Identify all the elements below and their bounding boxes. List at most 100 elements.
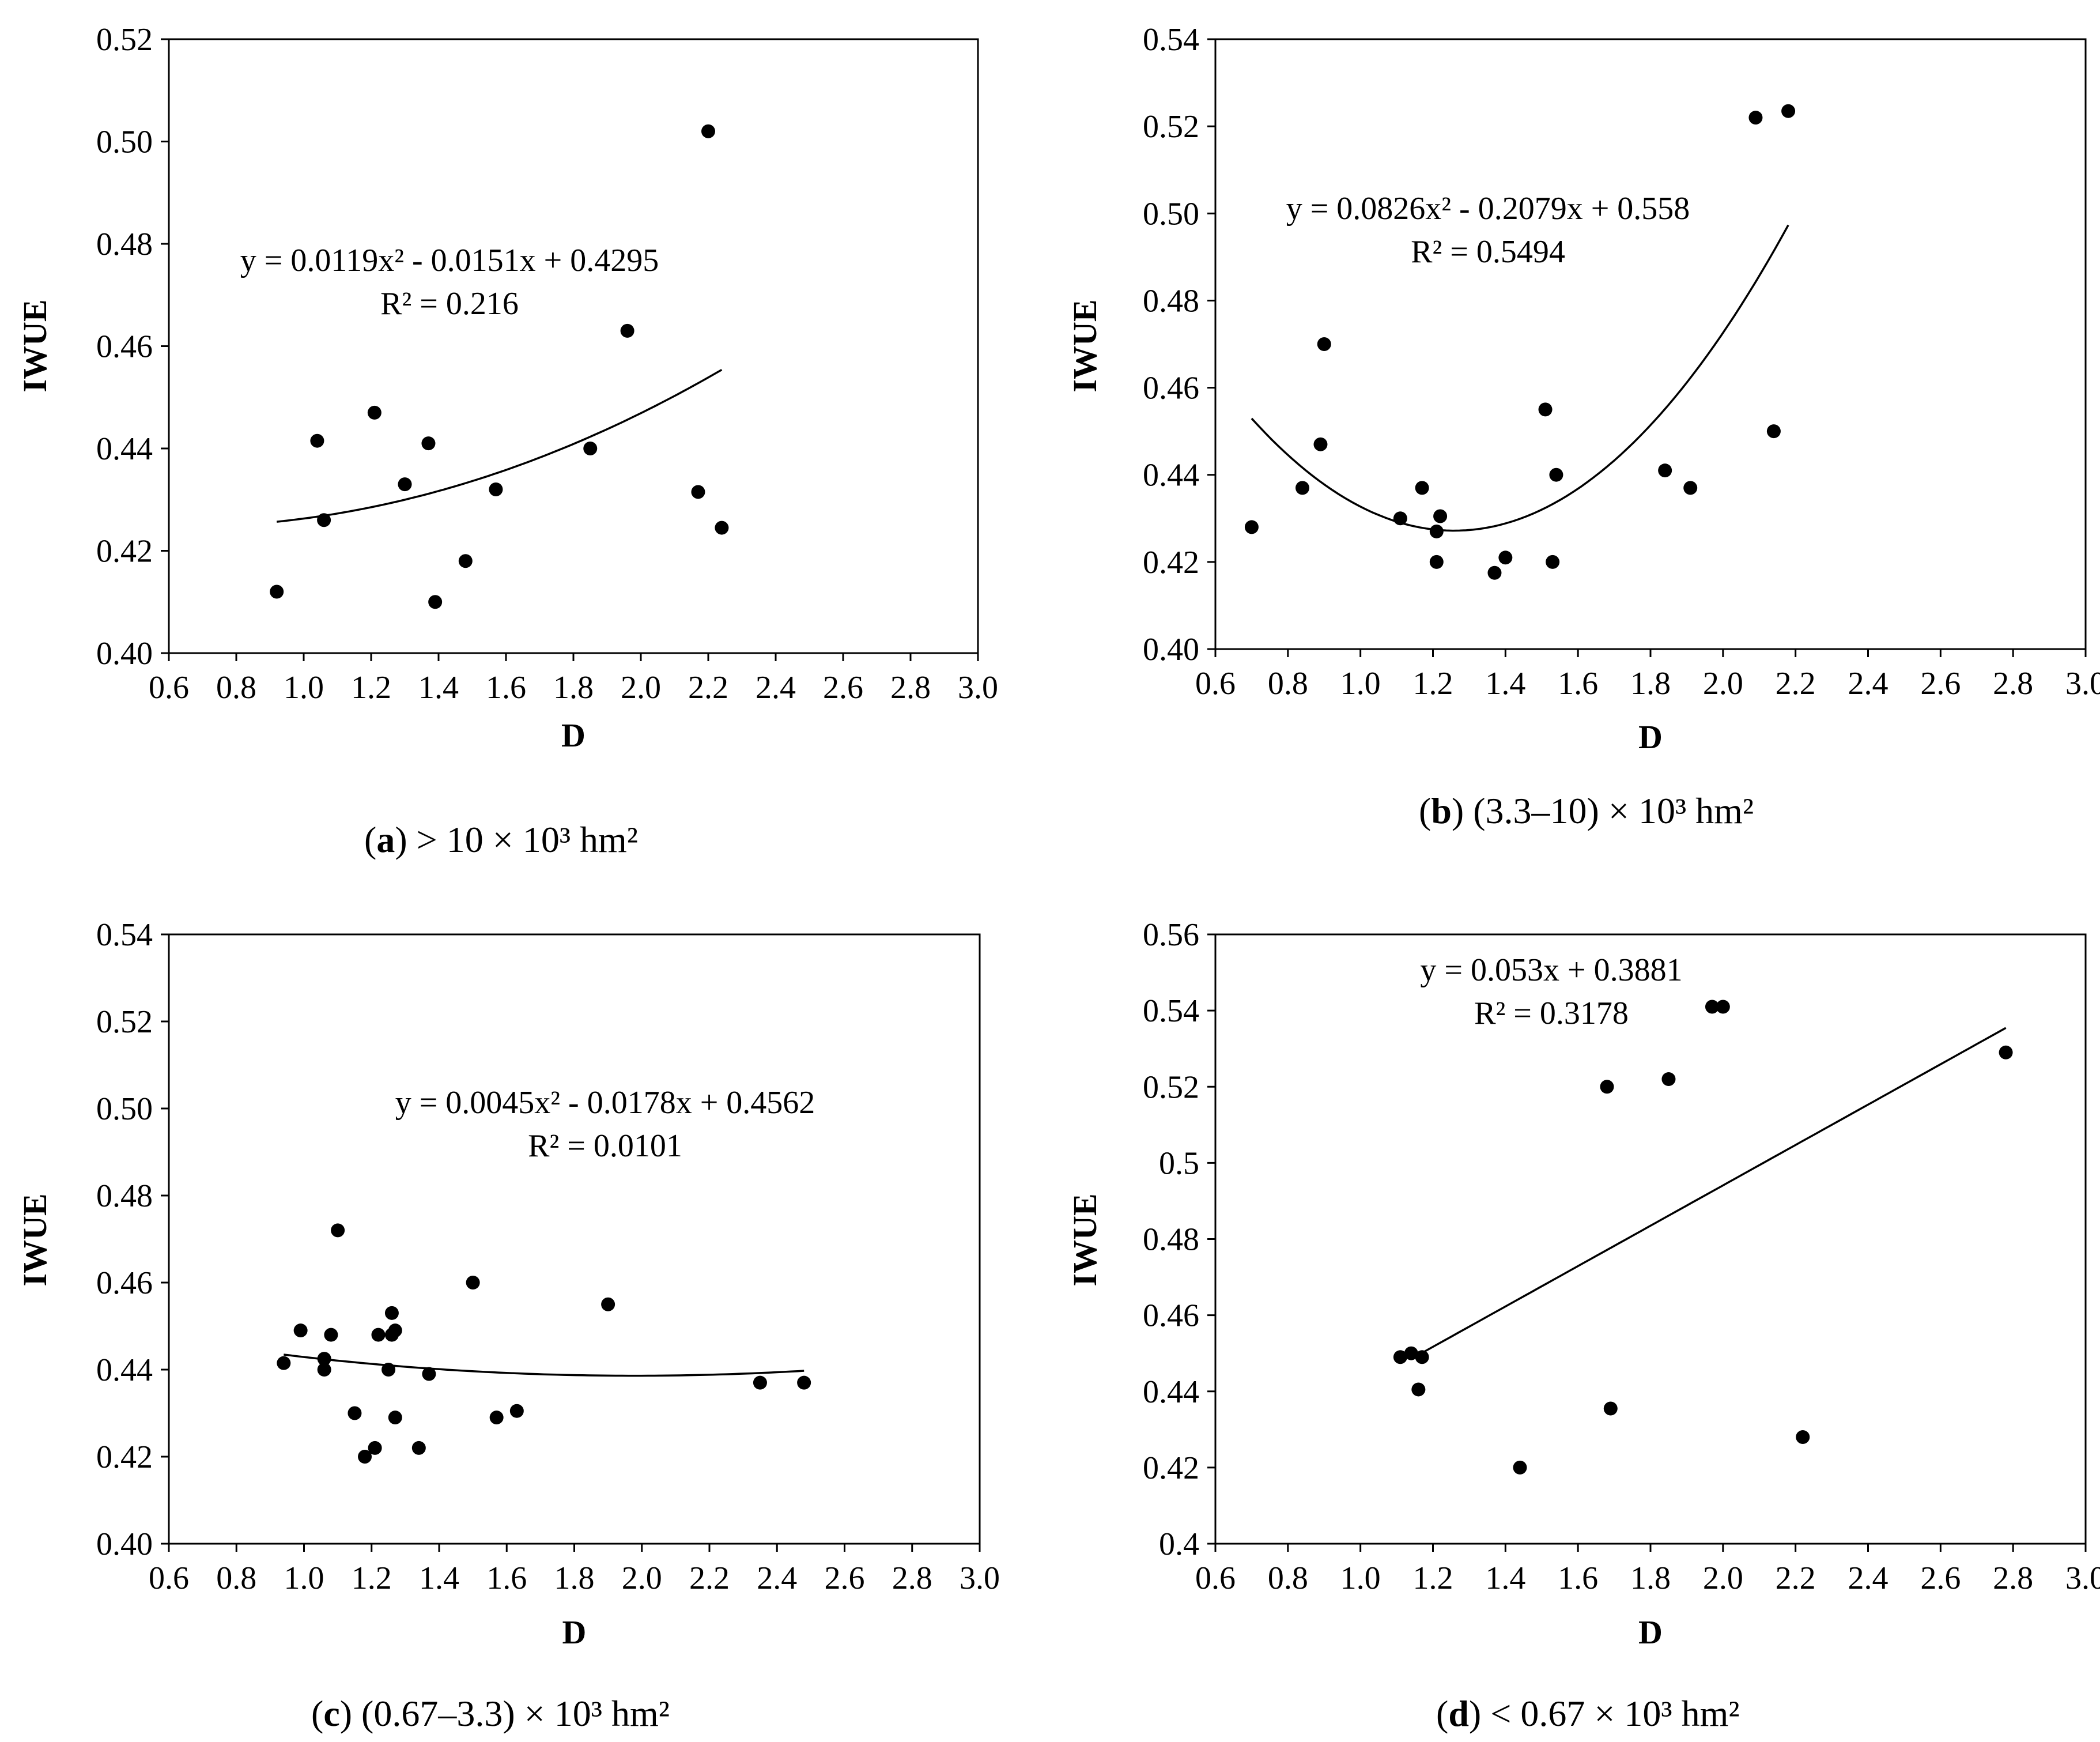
chart-a-xtick-label: 1.4 <box>418 670 459 706</box>
chart-a-xtick-label: 2.2 <box>688 670 728 706</box>
chart-b-xtick-label: 2.8 <box>1993 666 2033 702</box>
chart-c-xtick-label: 1.2 <box>352 1560 392 1596</box>
chart-b-point <box>1546 555 1560 569</box>
chart-d-plot: 0.6 0.8 1.0 1.2 1.4 1.6 1.8 2.0 2.2 2.4 2.6 2.8 3.0 0… <box>1066 917 2100 1651</box>
chart-c-point <box>331 1223 345 1238</box>
chart-a-point <box>489 482 503 496</box>
chart-b-xtick-label: 1.0 <box>1340 666 1381 702</box>
chart-b-xlabel: D <box>1638 718 1663 756</box>
chart-b-point <box>1766 424 1781 439</box>
chart-d-caption-letter: d <box>1448 1693 1469 1734</box>
chart-a-point <box>583 442 598 455</box>
chart-a-xtick-label: 2.0 <box>621 670 661 706</box>
chart-d-trendline <box>1421 1027 2007 1354</box>
chart-c-xtick-label: 3.0 <box>960 1560 1000 1596</box>
chart-a-xtick-label: 2.6 <box>823 670 863 706</box>
chart-a-ytick-label: 0.44 <box>96 431 153 467</box>
chart-d-xtick-label: 3.0 <box>2065 1560 2100 1596</box>
chart-a-ytick-label: 0.52 <box>96 22 153 58</box>
chart-d-equation: y = 0.053x + 0.3881 <box>1420 952 1682 988</box>
chart-d-xtick-label: 1.8 <box>1630 1560 1671 1596</box>
chart-c-caption-letter: c <box>323 1693 340 1734</box>
chart-c-ytick-label: 0.46 <box>96 1265 153 1301</box>
chart-c-ytick-label: 0.44 <box>96 1352 153 1388</box>
chart-c-ylabel: IWUE <box>16 1193 54 1286</box>
chart-b-xtick-label: 3.0 <box>2065 666 2100 702</box>
chart-c-xtick-label: 1.8 <box>554 1560 595 1596</box>
chart-c-point <box>317 1363 331 1377</box>
chart-b-point <box>1429 555 1444 569</box>
chart-b-point <box>1683 481 1698 495</box>
chart-b-ytick-label: 0.46 <box>1143 371 1199 406</box>
chart-c-point <box>324 1328 338 1342</box>
chart-a-point <box>421 436 436 451</box>
chart-c-ytick-label: 0.50 <box>96 1091 153 1127</box>
chart-c-point <box>382 1363 396 1377</box>
chart-a-point <box>458 554 473 568</box>
chart-c-xtick-label: 2.8 <box>892 1560 932 1596</box>
chart-c-point <box>317 1352 331 1366</box>
chart-c-point <box>466 1276 480 1289</box>
chart-panel-d: 0.6 0.8 1.0 1.2 1.4 1.6 1.8 2.0 2.2 2.4 2.6 2.8 3.0 0… <box>1050 871 2100 1742</box>
chart-b-caption-letter: b <box>1431 790 1452 831</box>
chart-b-ytick-label: 0.52 <box>1143 109 1199 145</box>
chart-c-point <box>797 1375 811 1390</box>
chart-b-xtick-label: 2.6 <box>1920 666 1961 702</box>
chart-a-xtick-label: 0.8 <box>216 670 256 706</box>
chart-b-point <box>1393 511 1407 526</box>
chart-c-caption-text: (0.67–3.3) × 10³ hm² <box>352 1693 670 1734</box>
chart-b-point <box>1658 463 1672 478</box>
chart-d-r2: R² = 0.3178 <box>1474 996 1629 1031</box>
chart-d-point <box>1999 1045 2013 1059</box>
chart-c-point <box>368 1441 382 1455</box>
chart-c-xtick-label: 1.4 <box>419 1560 459 1596</box>
chart-a-point <box>701 124 715 138</box>
chart-a-point <box>715 521 729 535</box>
chart-d-point <box>1411 1382 1426 1397</box>
chart-a-ytick-label: 0.40 <box>96 636 153 672</box>
chart-a-ytick-label: 0.46 <box>96 329 153 365</box>
chart-a-ytick-label: 0.48 <box>96 227 153 262</box>
chart-b-caption-text: (3.3–10) × 10³ hm² <box>1464 790 1754 831</box>
chart-d-ytick-label: 0.5 <box>1159 1145 1199 1181</box>
chart-d-xtick-label: 2.0 <box>1703 1560 1743 1596</box>
chart-b-point <box>1415 481 1429 495</box>
chart-c-point <box>388 1411 402 1425</box>
chart-b-xtick-label: 1.2 <box>1413 666 1453 702</box>
chart-a-point <box>270 585 284 599</box>
chart-c-point <box>384 1306 399 1320</box>
chart-a-frame <box>168 38 979 654</box>
chart-panel-a: 0.6 0.8 1.0 1.2 1.4 1.6 1.8 2.0 2.2 2.4 2.6 2.8 3.0 0… <box>0 0 1050 871</box>
chart-d-point <box>1705 1000 1719 1014</box>
chart-a-xtick-label: 0.6 <box>149 670 189 706</box>
chart-a-point <box>691 485 705 499</box>
chart-d-caption-text: < 0.67 × 10³ hm² <box>1481 1693 1740 1734</box>
chart-a-plot: 0.6 0.8 1.0 1.2 1.4 1.6 1.8 2.0 2.2 2.4 2.6 2.8 3.0 0… <box>16 22 998 754</box>
chart-b-point <box>1429 524 1444 538</box>
chart-d-point <box>1716 1000 1730 1014</box>
chart-c-point <box>601 1297 615 1311</box>
chart-a-xtick-label: 2.8 <box>890 670 931 706</box>
chart-d-ytick-label: 0.4 <box>1159 1526 1199 1562</box>
chart-c-plot: 0.6 0.8 1.0 1.2 1.4 1.6 1.8 2.0 2.2 2.4 2.6 2.8 3.0 0… <box>16 917 1000 1651</box>
chart-c-r2: R² = 0.0101 <box>528 1128 682 1164</box>
chart-c-point <box>388 1324 402 1338</box>
chart-b-point <box>1317 337 1331 351</box>
chart-c-point <box>422 1367 436 1381</box>
chart-b-point <box>1748 111 1763 125</box>
chart-b-plot: 0.6 0.8 1.0 1.2 1.4 1.6 1.8 2.0 2.2 2.4 2.6 2.8 3.0 0… <box>1066 22 2100 756</box>
chart-c-point <box>489 1411 504 1425</box>
chart-b-xtick-label: 2.4 <box>1848 666 1889 702</box>
chart-b-xtick-label: 2.2 <box>1776 666 1816 702</box>
chart-c-xtick-label: 2.6 <box>825 1560 865 1596</box>
chart-b-xtick-label: 1.6 <box>1558 666 1598 702</box>
chart-d-point <box>1661 1072 1676 1087</box>
chart-a-point <box>310 433 324 448</box>
chart-d-point <box>1796 1430 1810 1445</box>
chart-c-ytick-label: 0.54 <box>96 917 153 953</box>
chart-d-ytick-label: 0.48 <box>1143 1222 1199 1258</box>
chart-a-xtick-label: 3.0 <box>958 670 998 706</box>
chart-a-xtick-label: 1.8 <box>553 670 594 706</box>
chart-b-point <box>1549 467 1563 482</box>
chart-a-xtick-label: 1.6 <box>486 670 526 706</box>
